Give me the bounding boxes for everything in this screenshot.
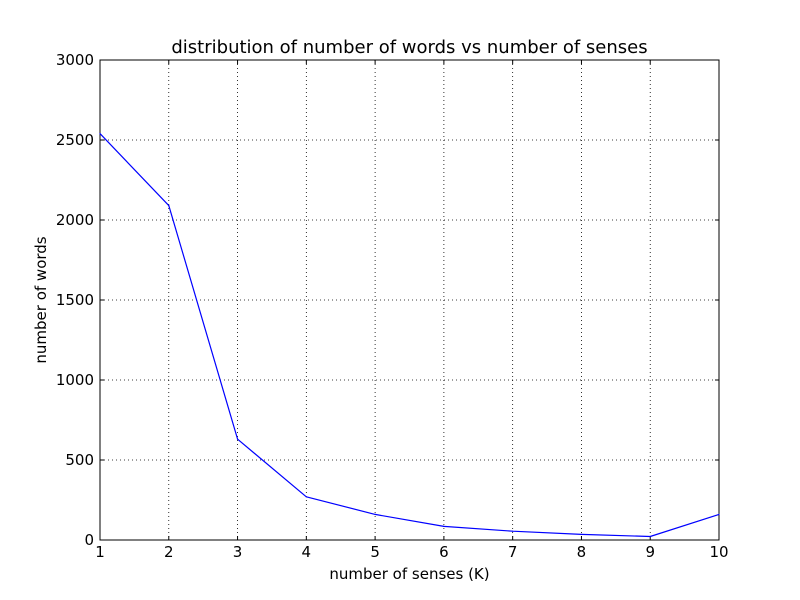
data-point: [374, 513, 376, 516]
y-axis-label: number of words: [32, 236, 50, 363]
y-tick-label: 3000: [56, 51, 94, 69]
data-point: [305, 496, 307, 498]
x-tick-label: 9: [645, 543, 655, 561]
x-tick-label: 1: [95, 543, 105, 561]
y-tick-label: 1500: [56, 291, 94, 309]
x-axis-label: number of senses (K): [329, 565, 489, 583]
x-tick-label: 3: [233, 543, 243, 561]
chart-title: distribution of number of words vs numbe…: [171, 37, 647, 58]
x-tick-label: 8: [577, 543, 587, 561]
data-point: [443, 525, 445, 528]
data-point: [580, 533, 583, 536]
x-tick-labels: 1 2 3 4 5 6 7 8 9 10: [95, 543, 728, 561]
x-tick-label: 10: [709, 543, 728, 561]
x-tick-label: 7: [508, 543, 518, 561]
x-tick-label: 5: [370, 543, 380, 561]
data-point: [718, 513, 720, 516]
x-tick-label: 6: [439, 543, 449, 561]
x-tick-label: 4: [302, 543, 312, 561]
data-point: [236, 438, 239, 440]
y-tick-label: 2000: [56, 211, 94, 229]
y-tick-label: 1000: [56, 371, 94, 389]
tick-marks: [99, 59, 720, 541]
series-line: [99, 133, 720, 538]
y-tick-label: 0: [84, 531, 94, 549]
data-point: [512, 530, 514, 532]
y-tick-label: 2500: [56, 131, 94, 149]
data-point: [99, 133, 101, 135]
y-tick-labels: 0 500 1000 1500 2000 2500 3000: [56, 51, 94, 549]
series-layer: [99, 133, 720, 538]
x-tick-label: 2: [164, 543, 174, 561]
data-point: [168, 205, 170, 207]
data-point: [649, 535, 651, 538]
grid-lines: [99, 59, 720, 541]
y-tick-label: 500: [65, 451, 94, 469]
